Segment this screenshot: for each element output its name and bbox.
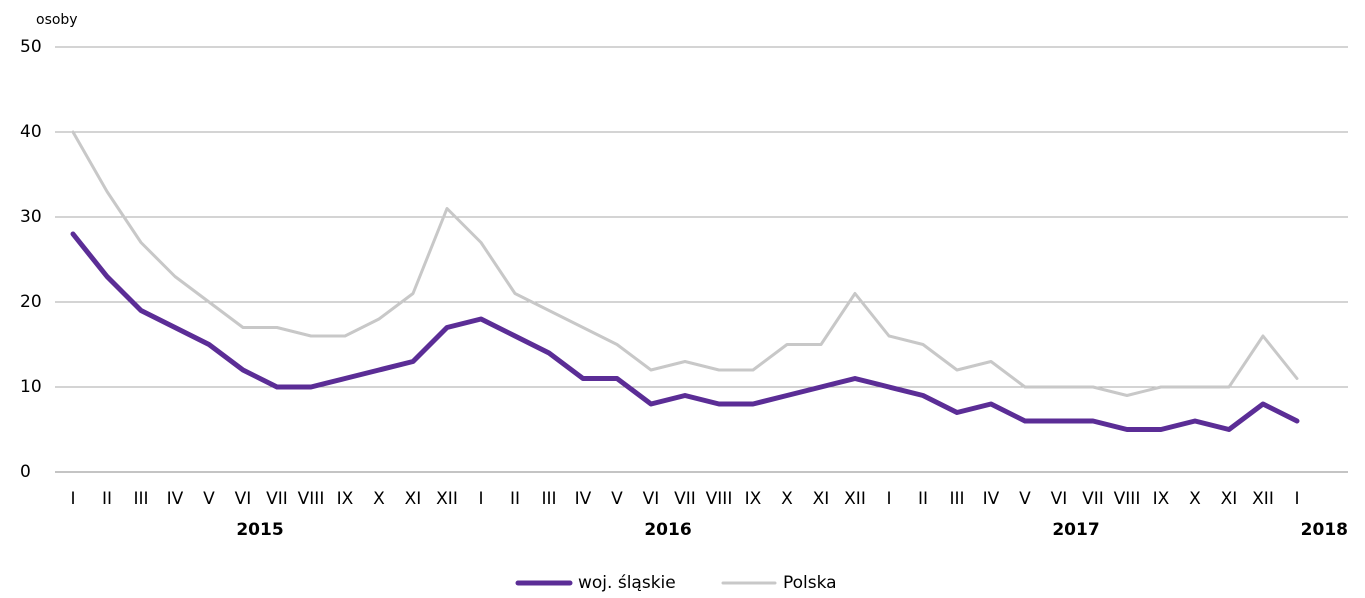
x-group-label: 2018 <box>1301 520 1348 540</box>
x-tick-label: I <box>478 489 483 509</box>
y-tick-label: 30 <box>20 207 42 227</box>
legend-label: woj. śląskie <box>578 573 676 593</box>
x-group-label: 2016 <box>644 520 691 540</box>
x-tick-label: V <box>203 489 215 509</box>
y-axis-label: osoby <box>36 12 78 28</box>
x-tick-label: IX <box>1153 489 1170 509</box>
x-tick-label: I <box>886 489 891 509</box>
x-tick-label: V <box>1019 489 1031 509</box>
x-tick-label: X <box>781 489 793 509</box>
x-tick-label: XII <box>1252 489 1274 509</box>
x-tick-label: III <box>541 489 556 509</box>
x-tick-label: IV <box>167 489 184 509</box>
x-tick-label: VI <box>643 489 660 509</box>
y-tick-label: 20 <box>20 292 42 312</box>
x-tick-label: II <box>918 489 928 509</box>
x-tick-label: III <box>949 489 964 509</box>
x-tick-label: VII <box>266 489 288 509</box>
y-tick-label: 0 <box>20 462 31 482</box>
series-line <box>70 231 1300 432</box>
x-tick-label: XII <box>436 489 458 509</box>
x-tick-label: VII <box>1082 489 1104 509</box>
x-group-label: 2015 <box>236 520 283 540</box>
x-tick-label: IV <box>575 489 592 509</box>
x-tick-label: IX <box>745 489 762 509</box>
x-tick-label: VIII <box>298 489 325 509</box>
x-tick-label: XII <box>844 489 866 509</box>
x-tick-label: VIII <box>1114 489 1141 509</box>
x-tick-label: VI <box>1051 489 1068 509</box>
x-tick-label: VI <box>235 489 252 509</box>
x-tick-label: XI <box>813 489 830 509</box>
y-tick-label: 50 <box>20 37 42 57</box>
x-tick-label: V <box>611 489 623 509</box>
x-tick-label: X <box>1189 489 1201 509</box>
x-tick-label: XI <box>1221 489 1238 509</box>
x-tick-label: X <box>373 489 385 509</box>
x-tick-label: VII <box>674 489 696 509</box>
x-tick-label: IX <box>337 489 354 509</box>
x-tick-label: VIII <box>706 489 733 509</box>
x-tick-label: II <box>510 489 520 509</box>
y-tick-label: 40 <box>20 122 42 142</box>
series-line <box>71 130 1299 397</box>
y-tick-label: 10 <box>20 377 42 397</box>
x-tick-label: IV <box>983 489 1000 509</box>
x-tick-label: I <box>70 489 75 509</box>
x-tick-label: II <box>102 489 112 509</box>
x-tick-label: III <box>133 489 148 509</box>
x-tick-label: XI <box>405 489 422 509</box>
x-group-label: 2017 <box>1052 520 1099 540</box>
legend-label: Polska <box>783 573 837 593</box>
x-tick-label: I <box>1294 489 1299 509</box>
